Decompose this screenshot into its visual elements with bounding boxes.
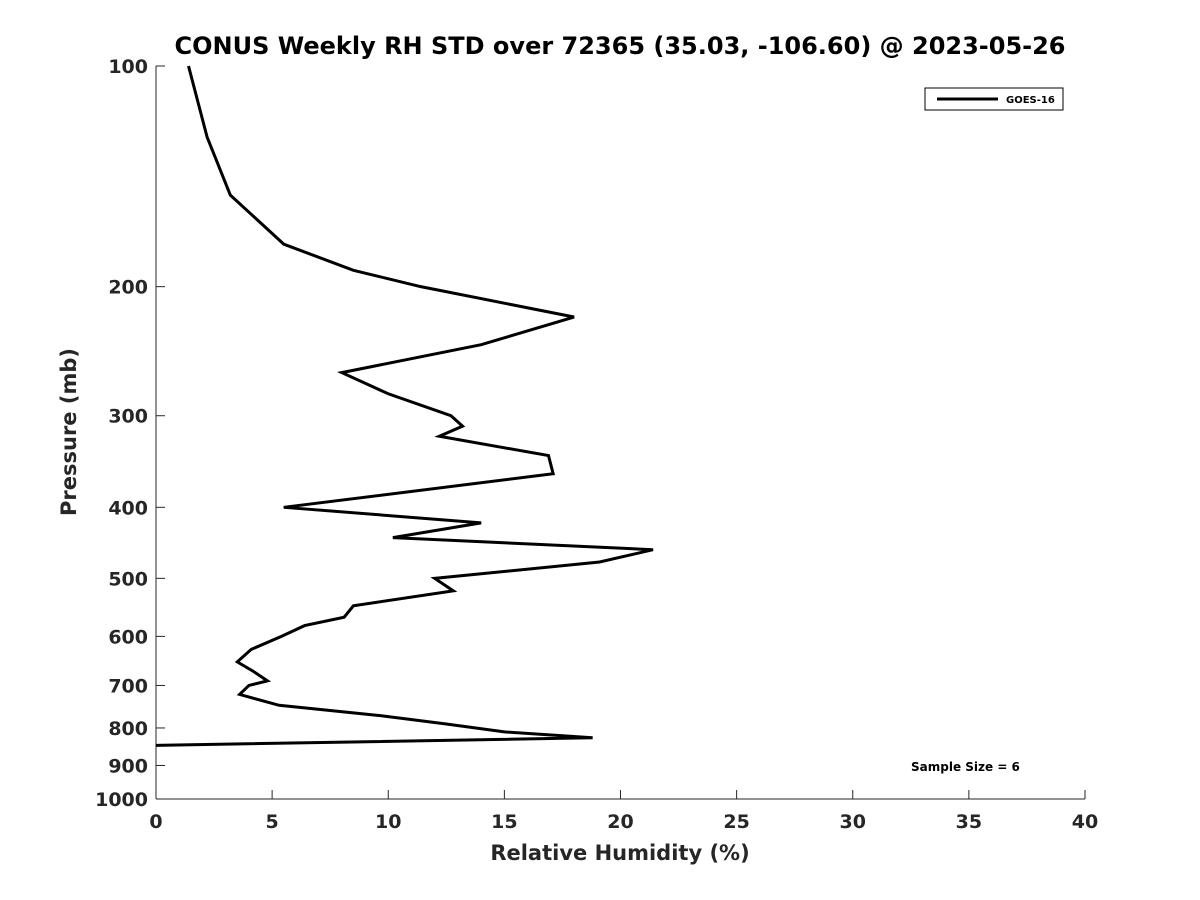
x-axis-label: Relative Humidity (%) xyxy=(490,841,749,865)
x-tick-label: 5 xyxy=(266,811,279,833)
legend-label-goes16: GOES-16 xyxy=(1006,95,1055,106)
x-tick-label: 30 xyxy=(840,811,866,833)
legend: GOES-16 xyxy=(924,87,1064,111)
series-line-goes-16 xyxy=(155,65,654,747)
y-tick-label: 400 xyxy=(108,497,148,519)
y-tick-label: 300 xyxy=(108,406,148,428)
x-tick-label: 40 xyxy=(1072,811,1098,833)
x-tick-label: 0 xyxy=(149,811,162,833)
y-tick-label: 600 xyxy=(108,626,148,648)
y-tick-label: 200 xyxy=(108,277,148,299)
y-tick-label: 800 xyxy=(108,718,148,740)
y-tick-label: 100 xyxy=(108,56,148,78)
x-tick-label: 10 xyxy=(375,811,401,833)
y-tick-label: 700 xyxy=(108,675,148,697)
y-tick-label: 900 xyxy=(108,755,148,777)
x-tick-label: 25 xyxy=(723,811,749,833)
x-tick-label: 15 xyxy=(491,811,517,833)
y-tick-label: 1000 xyxy=(95,789,148,811)
chart-title: CONUS Weekly RH STD over 72365 (35.03, -… xyxy=(174,32,1065,60)
plot-axes: 0 5 10 15 20 25 30 35 40 100 200 300 400 500 600 700 800… xyxy=(95,56,1098,833)
x-tick-label: 20 xyxy=(607,811,633,833)
x-tick-label: 35 xyxy=(956,811,982,833)
y-tick-label: 500 xyxy=(108,568,148,590)
series-layer xyxy=(155,65,654,747)
y-axis-label: Pressure (mb) xyxy=(57,348,81,516)
sample-size-annotation: Sample Size = 6 xyxy=(911,760,1020,774)
